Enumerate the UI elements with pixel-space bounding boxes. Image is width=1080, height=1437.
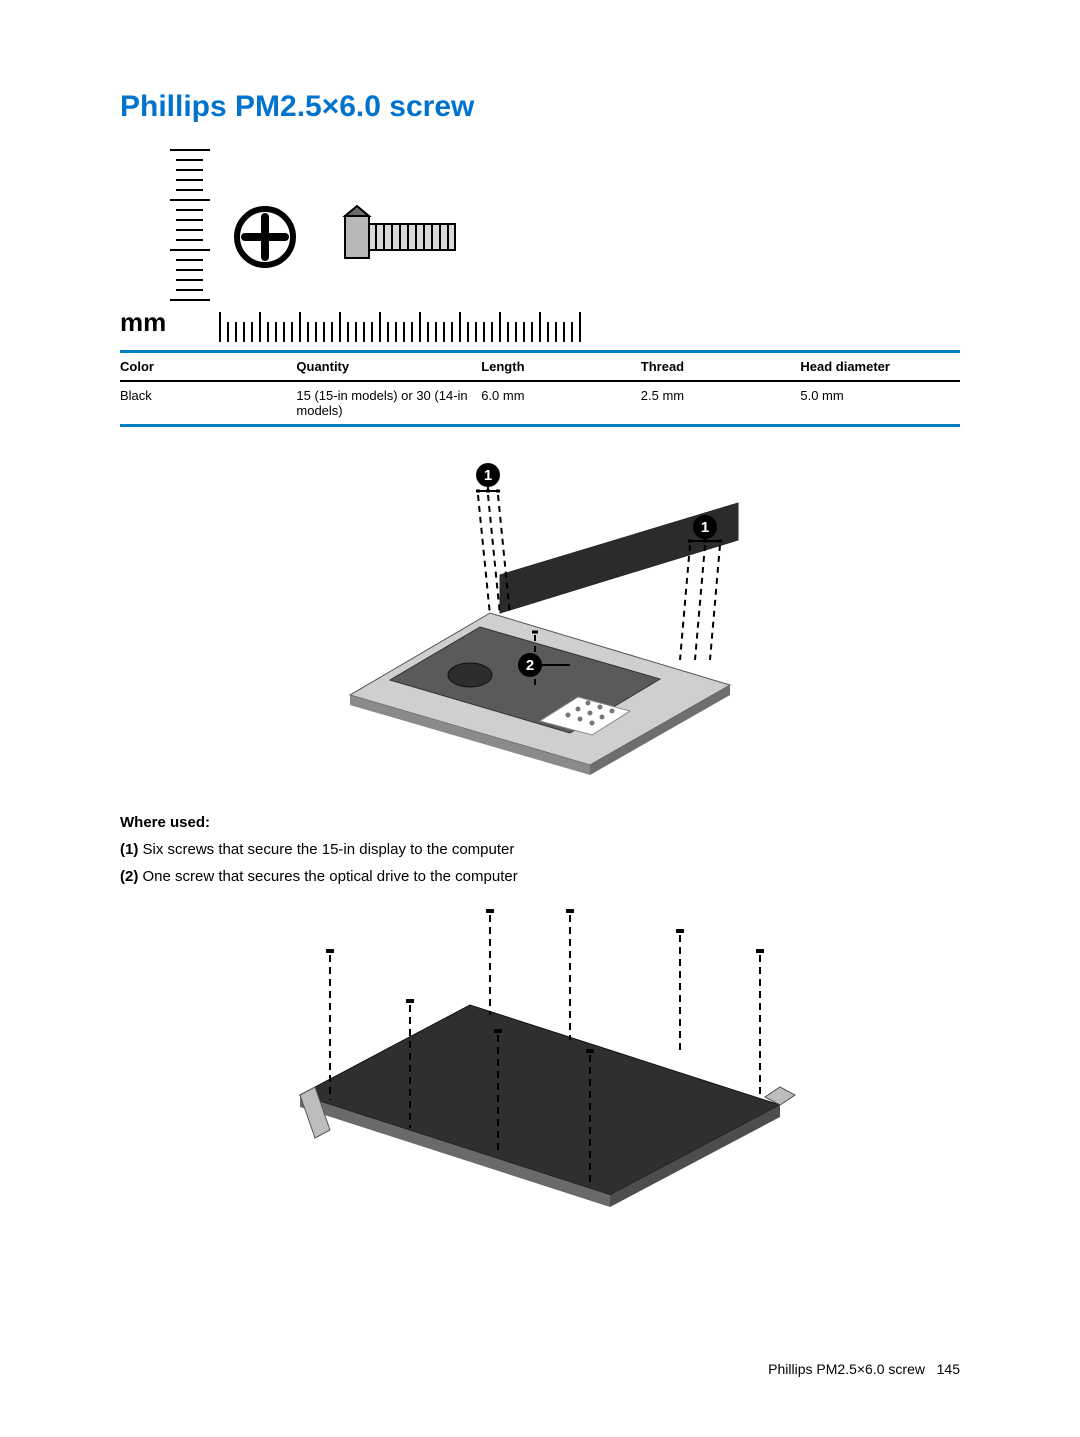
table-header: Head diameter [800, 352, 960, 382]
callout-1b: 1 [701, 519, 709, 536]
table-header: Length [481, 352, 641, 382]
screw-ruler-diagram: mm [120, 142, 620, 342]
where-used-section: Where used: (1) Six screws that secure t… [120, 814, 960, 885]
table-cell: Black [120, 381, 296, 426]
table-cell: 5.0 mm [800, 381, 960, 426]
table-cell: 15 (15-in models) or 30 (14-in models) [296, 381, 481, 426]
where-used-item: (1) Six screws that secure the 15-in dis… [120, 841, 960, 858]
where-used-heading: Where used: [120, 814, 960, 831]
callout-1a: 1 [484, 467, 492, 484]
page-footer: Phillips PM2.5×6.0 screw 145 [768, 1361, 960, 1377]
callout-2: 2 [526, 657, 534, 674]
page-title: Phillips PM2.5×6.0 screw [120, 90, 960, 124]
footer-page: 145 [937, 1361, 960, 1377]
mm-label: mm [120, 307, 166, 338]
table-header: Thread [641, 352, 801, 382]
table-cell: 6.0 mm [481, 381, 641, 426]
footer-text: Phillips PM2.5×6.0 screw [768, 1361, 925, 1377]
laptop-illustration: 1 1 2 [120, 455, 960, 790]
table-header-row: ColorQuantityLengthThreadHead diameter [120, 352, 960, 382]
table-header: Color [120, 352, 296, 382]
table-header: Quantity [296, 352, 481, 382]
table-row: Black15 (15-in models) or 30 (14-in mode… [120, 381, 960, 426]
table-body: Black15 (15-in models) or 30 (14-in mode… [120, 381, 960, 426]
spec-table: ColorQuantityLengthThreadHead diameter B… [120, 350, 960, 427]
where-used-item: (2) One screw that secures the optical d… [120, 868, 960, 885]
display-panel-illustration [120, 895, 960, 1220]
table-cell: 2.5 mm [641, 381, 801, 426]
